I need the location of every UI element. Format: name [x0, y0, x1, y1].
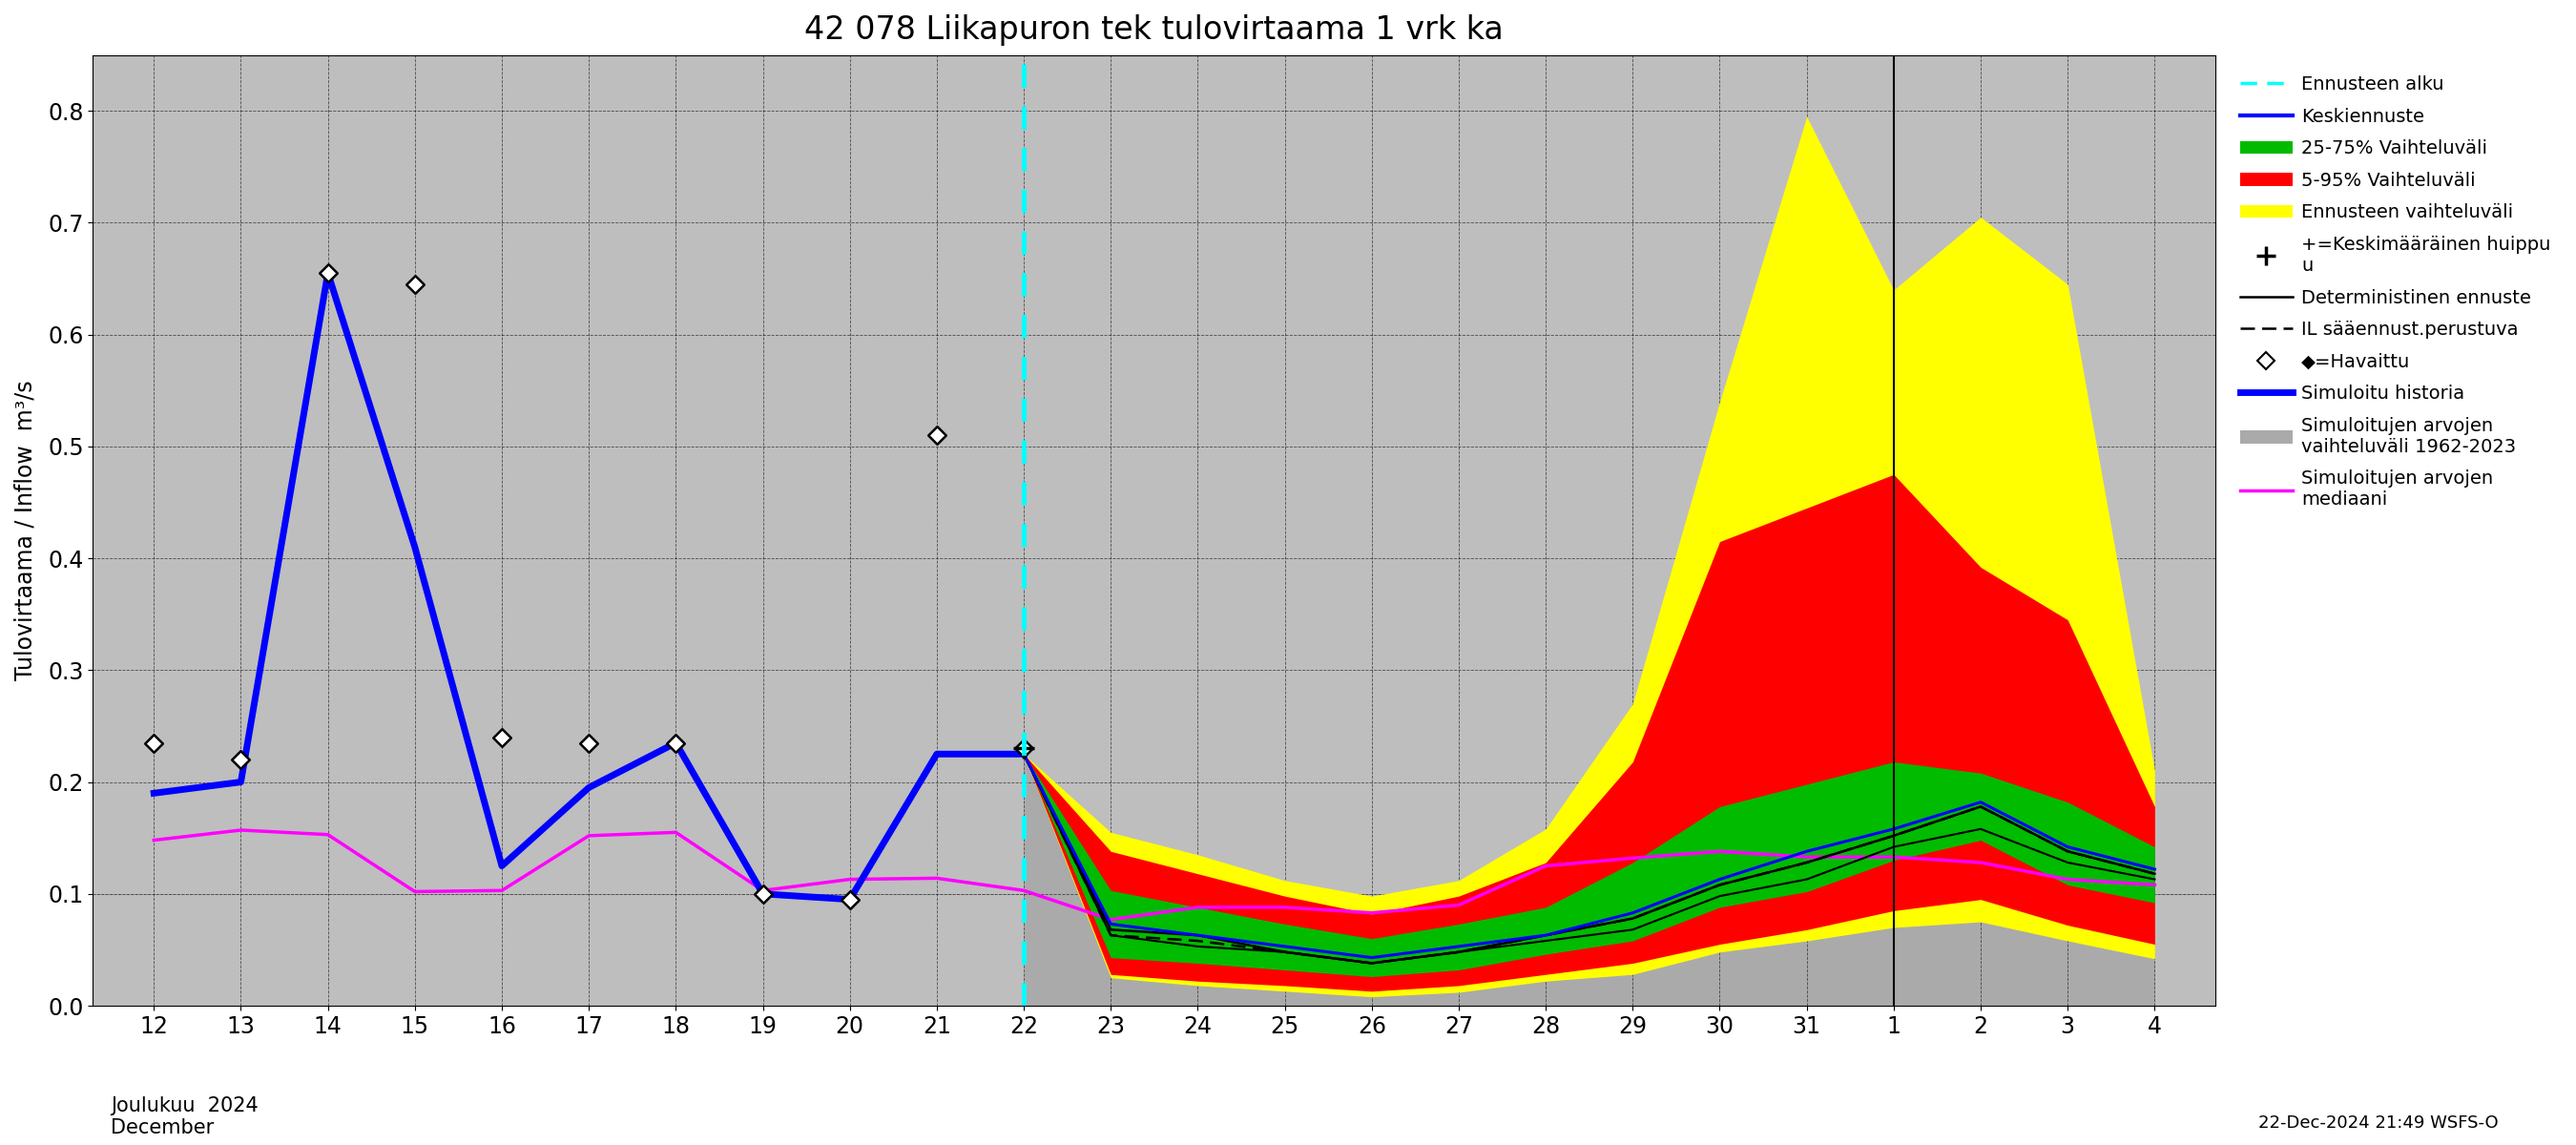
- Point: [134, 734, 175, 752]
- Point: [307, 264, 348, 283]
- Point: [654, 734, 696, 752]
- Legend: Ennusteen alku, Keskiennuste, 25-75% Vaihteluväli, 5-95% Vaihteluväli, Ennusteen: Ennusteen alku, Keskiennuste, 25-75% Vai…: [2228, 64, 2563, 520]
- Point: [394, 275, 435, 293]
- Text: 22-Dec-2024 21:49 WSFS-O: 22-Dec-2024 21:49 WSFS-O: [2259, 1114, 2499, 1131]
- Point: [742, 885, 783, 903]
- Title: 42 078 Liikapuron tek tulovirtaama 1 vrk ka: 42 078 Liikapuron tek tulovirtaama 1 vrk…: [804, 14, 1504, 46]
- Text: Joulukuu  2024
December: Joulukuu 2024 December: [111, 1096, 258, 1137]
- Point: [222, 750, 263, 768]
- Point: [569, 734, 611, 752]
- Point: [829, 891, 871, 909]
- Point: [482, 728, 523, 747]
- Point: [1002, 740, 1043, 758]
- Y-axis label: Tulovirtaama / Inflow  m³/s: Tulovirtaama / Inflow m³/s: [15, 380, 36, 680]
- Point: [917, 426, 958, 444]
